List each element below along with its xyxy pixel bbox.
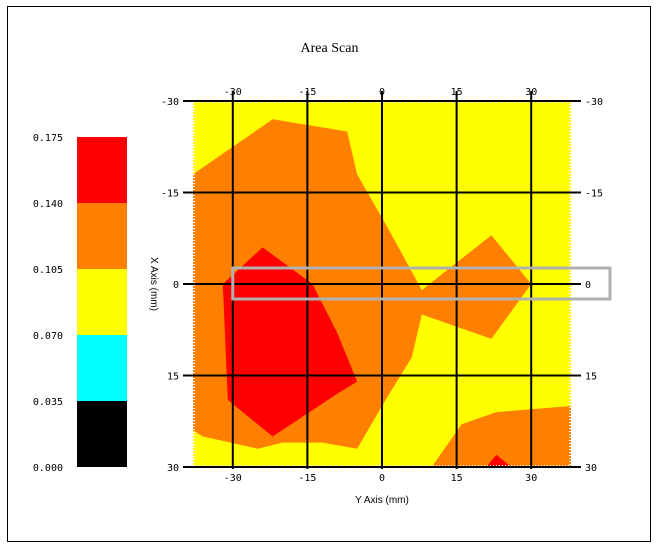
x-axis-label: Y Axis (mm) — [355, 495, 409, 506]
y-tick-label-left: 15 — [167, 372, 179, 383]
y-tick-label-left: 0 — [173, 280, 179, 291]
colorbar-segment — [77, 335, 127, 401]
x-tick-label-bottom: -30 — [224, 473, 242, 484]
contour-region-3 — [431, 406, 571, 467]
colorbar-tick-label: 0.140 — [33, 199, 63, 210]
colorbar-segment — [77, 401, 127, 467]
colorbar-segment — [77, 269, 127, 335]
colorbar-tick-label: 0.070 — [33, 331, 63, 342]
y-tick-label-left: -30 — [161, 97, 179, 108]
scan-line-marker — [231, 266, 612, 301]
colorbar-tick-label: 0.000 — [33, 463, 63, 474]
y-tick-label-left: 30 — [167, 463, 179, 474]
y-tick-label-right: 0 — [585, 280, 591, 291]
x-tick-label-bottom: 30 — [525, 473, 537, 484]
contour-region-2 — [222, 247, 358, 437]
x-tick-label-bottom: 15 — [451, 473, 463, 484]
x-tick-label-top: -15 — [298, 87, 316, 98]
colorbar-tick-label: 0.175 — [33, 133, 63, 144]
colorbar-tick-label: 0.105 — [33, 265, 63, 276]
y-axis-label: X Axis (mm) — [148, 257, 159, 311]
y-tick-label-right: -15 — [585, 189, 603, 200]
y-tick-label-right: 15 — [585, 372, 597, 383]
x-tick-label-bottom: -15 — [298, 473, 316, 484]
colorbar-tick-label: 0.035 — [33, 397, 63, 408]
x-tick-label-top: 15 — [451, 87, 463, 98]
y-tick-label-right: 30 — [585, 463, 597, 474]
x-tick-label-top: -30 — [224, 87, 242, 98]
chart-title: Area Scan — [300, 41, 359, 56]
x-tick-label-bottom: 0 — [379, 473, 385, 484]
x-tick-label-top: 0 — [379, 87, 385, 98]
colorbar-segment — [77, 203, 127, 269]
colorbar-segment — [77, 137, 127, 203]
chart-frame — [7, 6, 651, 542]
x-tick-label-top: 30 — [525, 87, 537, 98]
y-tick-label-right: -30 — [585, 97, 603, 108]
contour-region-4 — [486, 454, 512, 467]
y-tick-label-left: -15 — [161, 189, 179, 200]
